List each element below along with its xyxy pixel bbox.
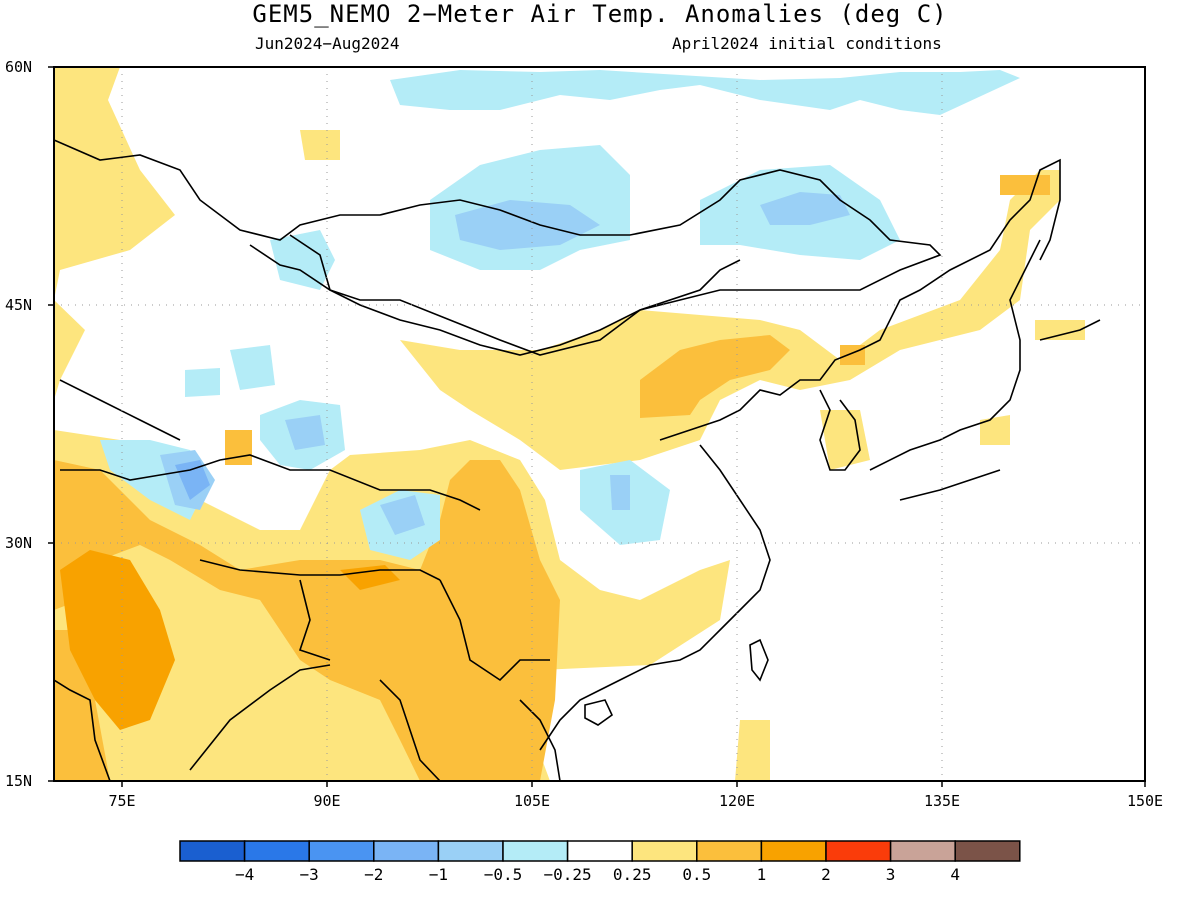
colorbar-swatch <box>889 840 956 862</box>
cool-anomaly-region <box>380 495 425 535</box>
mongolia-border <box>289 234 741 356</box>
colorbar-swatch <box>179 840 246 862</box>
colorbar-label: 0.5 <box>682 865 712 884</box>
lat-label: 60N <box>5 58 33 76</box>
india-coast <box>54 664 331 781</box>
lon-label: 120E <box>718 792 756 810</box>
cool-anomaly-region <box>610 475 630 510</box>
warm-anomaly-region <box>54 67 175 300</box>
cool-anomaly-region <box>230 345 275 390</box>
map-title: GEM5_NEMO 2−Meter Air Temp. Anomalies (d… <box>252 0 948 28</box>
warm-anomaly-region <box>980 415 1010 445</box>
lat-label: 30N <box>5 534 33 552</box>
korea-peninsula <box>819 389 861 471</box>
warm-anomaly-region <box>735 720 770 781</box>
taiwan-island <box>749 638 769 682</box>
cool-anomaly-region <box>760 192 850 225</box>
colorbar-label: −2 <box>364 865 384 884</box>
colorbar-label: −3 <box>299 865 319 884</box>
cool-anomaly-region <box>455 200 600 250</box>
china-coast <box>659 158 1061 441</box>
warm-anomaly-region <box>400 170 1060 470</box>
colorbar-label: 0.25 <box>612 865 652 884</box>
cool-anomaly-region <box>185 368 220 397</box>
colorbar-swatch <box>954 840 1021 862</box>
gridlines <box>54 67 1145 781</box>
plot-frame <box>53 66 1146 782</box>
lon-label: 135E <box>923 792 961 810</box>
himalaya-border <box>60 454 481 581</box>
colorbar-swatch <box>631 840 698 862</box>
hainan-island <box>584 699 614 726</box>
northern-border <box>54 139 942 356</box>
inner-borders <box>59 379 550 682</box>
warm-anomaly-region <box>820 410 870 470</box>
colorbar-swatch <box>437 840 504 862</box>
colorbar-swatch <box>696 840 763 862</box>
japan-islands <box>869 239 1101 501</box>
lon-label: 75E <box>108 792 136 810</box>
colorbar-swatch <box>373 840 440 862</box>
cool-anomaly-region <box>390 70 1020 115</box>
colorbar-swatch <box>308 840 375 862</box>
anomaly-shading <box>54 67 1085 781</box>
colorbar-label: 3 <box>885 865 896 884</box>
colorbar-label: −0.5 <box>483 865 523 884</box>
china-east-coast <box>539 444 771 751</box>
warm-anomaly-region <box>54 300 85 400</box>
lon-label: 105E <box>513 792 551 810</box>
colorbar <box>179 840 1021 862</box>
colorbar-swatch <box>760 840 827 862</box>
colorbar-swatch <box>566 840 633 862</box>
lon-label: 90E <box>313 792 341 810</box>
colorbar-swatch <box>502 840 569 862</box>
southeast-asia-coast <box>379 679 561 781</box>
ticks <box>48 66 1146 787</box>
lon-label: 150E <box>1126 792 1164 810</box>
cool-anomaly-region <box>175 460 210 500</box>
warm-anomaly-region <box>840 345 865 365</box>
colorbar-label: 2 <box>821 865 831 884</box>
colorbar-label: −4 <box>234 865 255 884</box>
cool-anomaly-region <box>285 415 325 450</box>
warm-anomaly-region <box>1000 175 1050 195</box>
season-subtitle: Jun2024−Aug2024 <box>255 34 400 53</box>
lat-label: 45N <box>5 296 33 314</box>
colorbar-label: 4 <box>950 865 960 884</box>
initial-conditions-subtitle: April2024 initial conditions <box>672 34 942 53</box>
warm-anomaly-region <box>640 335 790 418</box>
cool-anomaly-region <box>270 230 335 290</box>
coastlines-and-borders <box>54 139 1101 781</box>
warm-anomaly-region <box>60 550 175 730</box>
lat-label: 15N <box>5 772 33 790</box>
colorbar-swatch <box>243 840 310 862</box>
warm-anomaly-region <box>300 130 340 160</box>
warm-anomaly-region <box>225 430 252 465</box>
warm-anomaly-region <box>340 565 400 590</box>
colorbar-label: −0.25 <box>543 865 592 884</box>
warm-anomaly-region <box>1035 320 1085 340</box>
colorbar-swatch <box>825 840 892 862</box>
colorbar-label: 1 <box>756 865 767 884</box>
colorbar-label: −1 <box>428 865 449 884</box>
